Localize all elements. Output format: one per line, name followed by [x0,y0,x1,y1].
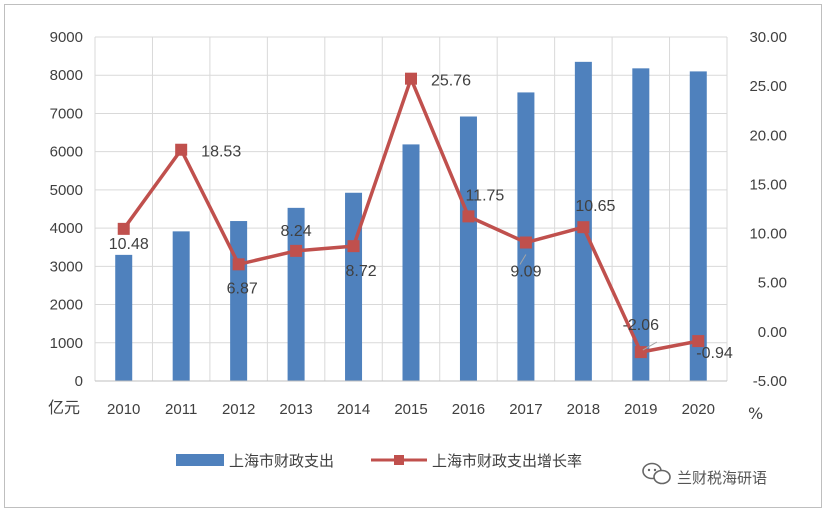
left-axis-tick-label: 5000 [50,182,83,199]
label-leader-line [519,254,527,265]
x-axis-tick-label: 2015 [394,401,427,418]
axes: 0 1000 2000 3000 4000 5000 6000 7000 8000 9000 -5.… [50,29,787,418]
data-label: 8.24 [281,223,312,240]
line-marker [117,222,130,235]
left-axis-tick-label: 0 [75,373,83,390]
right-axis-unit: % [748,404,763,423]
x-axis-tick-label: 2011 [165,401,197,418]
legend-line-marker [394,455,404,465]
watermark: 兰财税海研语 [642,462,767,487]
x-axis-tick-label: 2013 [279,401,312,418]
right-axis-tick-label: 25.00 [749,78,787,95]
x-axis-tick-label: 2019 [624,401,657,418]
bar [115,254,133,381]
legend-bar-label: 上海市财政支出 [229,452,334,470]
line-marker [405,72,417,85]
data-label: 25.76 [431,73,471,90]
legend: 上海市财政支出 上海市财政支出增长率 [176,452,582,470]
chart-frame [4,4,822,508]
watermark-text: 兰财税海研语 [677,469,767,487]
left-axis-tick-label: 6000 [50,144,83,161]
wechat-icon [642,462,671,485]
right-axis-tick-label: 20.00 [749,127,787,144]
left-axis-tick-label: 2000 [50,297,83,314]
legend-line-label: 上海市财政支出增长率 [432,452,582,470]
line-marker [577,221,590,234]
x-axis-tick-label: 2018 [567,401,600,418]
bar [459,116,477,381]
line-marker [634,346,647,359]
right-axis-tick-label: 0.00 [758,324,787,341]
data-label: 8.72 [346,263,377,280]
line-marker [692,335,705,348]
data-label: 10.48 [109,236,149,253]
bar-series [115,61,707,382]
line-marker [175,143,188,156]
x-axis-tick-label: 2020 [682,401,715,418]
x-axis-tick-label: 2010 [107,401,140,418]
x-axis-tick-label: 2012 [222,401,255,418]
line-marker [290,244,303,257]
label-leader-line [642,341,658,351]
x-axis-tick-label: 2014 [337,401,370,418]
bar [632,68,650,381]
left-axis-tick-label: 8000 [50,67,83,84]
data-label: 10.65 [575,198,615,215]
right-axis-tick-label: 10.00 [749,226,787,243]
right-axis-tick-label: -5.00 [753,373,787,390]
left-axis-unit: 亿元 [48,398,80,417]
line-marker [519,236,532,249]
data-label: -0.94 [696,345,733,362]
data-label: 9.09 [510,264,541,281]
x-axis-tick-label: 2016 [452,401,485,418]
left-axis-tick-label: 7000 [50,105,83,122]
data-label: 6.87 [227,280,258,297]
data-label: 11.75 [465,187,504,204]
left-axis-tick-label: 3000 [50,258,83,275]
line-marker [462,210,475,223]
x-axis-tick-label: 2017 [509,401,542,418]
line-series [117,72,705,359]
right-axis-tick-label: 5.00 [758,275,787,292]
right-axis-tick-label: 15.00 [749,176,787,193]
left-axis-tick-label: 4000 [50,220,83,237]
data-labels: 10.48 18.53 6.87 8.24 8.72 25.76 11.75 9.09 10.6… [109,73,733,362]
legend-bar-swatch [176,454,224,466]
bar [402,144,420,381]
bar [230,221,248,381]
bar [345,192,363,381]
line-marker [347,240,360,253]
data-label: 18.53 [201,144,241,161]
right-axis-tick-label: 30.00 [749,29,787,46]
left-axis-tick-label: 9000 [50,29,83,46]
left-axis-tick-label: 1000 [50,335,83,352]
bar [172,231,190,381]
data-label: -2.06 [623,317,660,334]
bar [689,71,707,382]
line-marker [232,258,245,271]
